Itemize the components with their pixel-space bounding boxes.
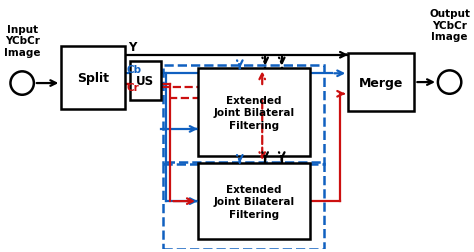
Bar xyxy=(163,66,324,164)
Bar xyxy=(198,164,310,239)
Bar xyxy=(163,163,324,249)
Bar xyxy=(61,47,125,110)
Text: Input
YCbCr
Image: Input YCbCr Image xyxy=(4,24,40,57)
Text: Y: Y xyxy=(128,41,137,54)
Text: Extended
Joint Bilateral
Filtering: Extended Joint Bilateral Filtering xyxy=(213,184,294,219)
Text: Extended
Joint Bilateral
Filtering: Extended Joint Bilateral Filtering xyxy=(213,96,294,130)
Text: Output
YCbCr
Image: Output YCbCr Image xyxy=(429,9,470,42)
Bar xyxy=(348,54,414,112)
Bar xyxy=(129,61,161,100)
Text: US: US xyxy=(136,74,154,87)
Text: Cb: Cb xyxy=(127,65,142,75)
Text: Split: Split xyxy=(77,72,109,85)
Bar xyxy=(198,69,310,157)
Text: Merge: Merge xyxy=(359,76,403,89)
Text: Cr: Cr xyxy=(127,83,139,93)
